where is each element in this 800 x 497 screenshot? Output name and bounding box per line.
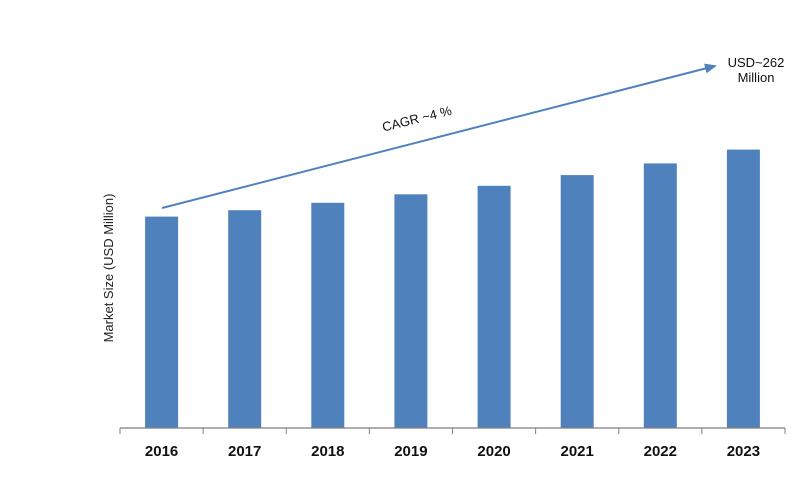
x-tick-label-2021: 2021	[561, 443, 594, 460]
x-tick-labels: 2016 2017 2018 2019 2020 2021 2022 2023	[145, 443, 760, 460]
bar-2020	[477, 185, 511, 429]
bars-group	[145, 149, 760, 429]
x-tick-label-2020: 2020	[477, 443, 510, 460]
bar-2023	[726, 149, 760, 428]
x-tick-label-2016: 2016	[145, 443, 178, 460]
bar-2016	[145, 216, 179, 428]
y-axis-label: Market Size (USD Million)	[101, 194, 116, 343]
bar-2019	[394, 194, 428, 429]
cagr-annotation: CAGR ~4 %	[381, 103, 454, 135]
bar-2022	[643, 163, 677, 428]
x-tick-label-2022: 2022	[644, 443, 677, 460]
x-tick-label-2017: 2017	[228, 443, 261, 460]
cagr-trend-arrow	[161, 63, 717, 209]
x-tick-label-2023: 2023	[727, 443, 760, 460]
x-tick-label-2019: 2019	[394, 443, 427, 460]
bar-2017	[228, 210, 262, 428]
x-tick-label-2018: 2018	[311, 443, 344, 460]
x-axis-ticks	[119, 428, 786, 434]
end-value-annotation-line1: USD~262	[728, 55, 785, 70]
bar-2021	[560, 175, 594, 428]
bar-2018	[311, 202, 345, 429]
end-value-annotation-line2: Million	[738, 70, 775, 85]
